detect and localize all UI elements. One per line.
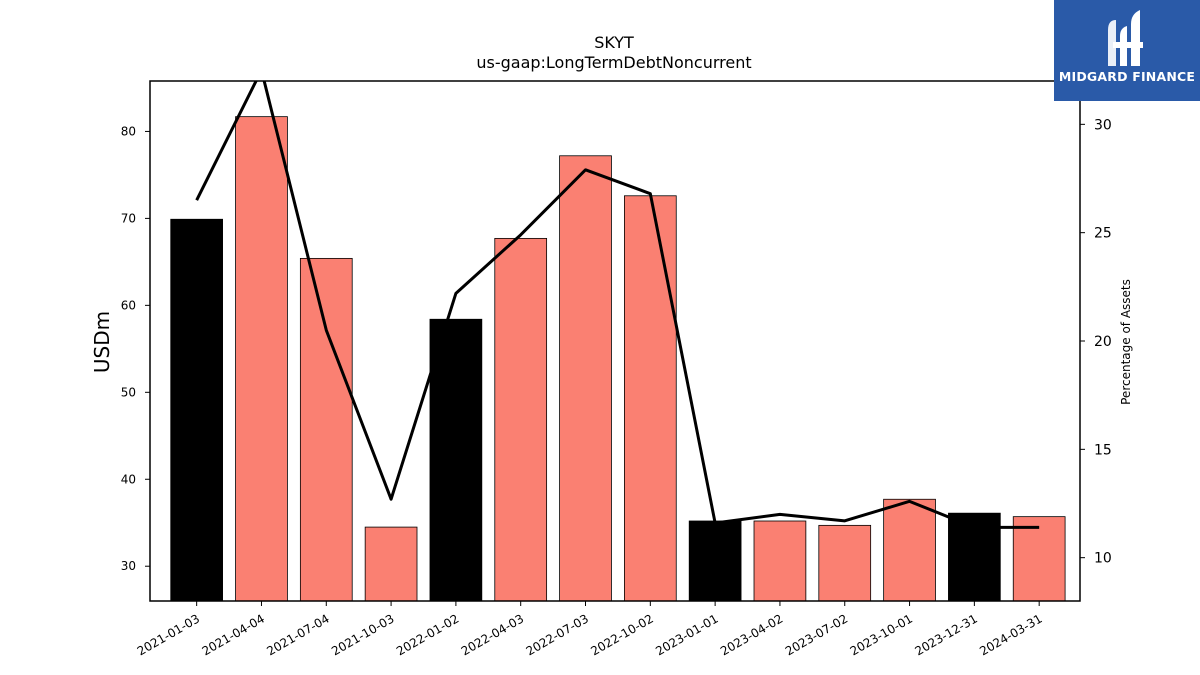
bar (235, 116, 288, 602)
bar (559, 155, 612, 602)
x-tick-label: 2022-01-02 (394, 611, 461, 658)
y-tick-label: 50 (121, 385, 136, 399)
x-tick-label: 2023-01-01 (653, 611, 720, 658)
bar (818, 524, 872, 602)
bar (494, 237, 548, 602)
y2-axis-label: Percentage of Assets (1119, 279, 1133, 405)
plot-frame (149, 80, 1081, 602)
bar (624, 195, 677, 602)
y-tick-label: 40 (121, 472, 136, 486)
x-tick-label: 2023-12-31 (912, 611, 979, 658)
x-tick-label: 2021-10-03 (329, 611, 396, 658)
y-axis-label: USDm (90, 311, 114, 373)
bar (688, 520, 742, 602)
y2-tick-label: 15 (1094, 442, 1112, 458)
bar (883, 498, 936, 602)
x-tick-label: 2023-10-01 (848, 611, 915, 658)
y2-tick-label: 30 (1094, 117, 1112, 133)
y-tick-label: 30 (121, 559, 136, 573)
bar (753, 520, 807, 602)
y-tick-label: 70 (121, 211, 136, 225)
x-tick-label: 2024-03-31 (977, 611, 1044, 658)
brand-logo: MIDGARD FINANCE (1054, 0, 1200, 101)
y2-tick-label: 10 (1094, 551, 1112, 567)
percent-line (195, 81, 1040, 529)
bar (299, 257, 353, 602)
bar (364, 526, 418, 602)
x-tick-label: 2021-07-04 (264, 611, 331, 658)
x-tick-label: 2022-10-02 (588, 611, 655, 658)
x-tick-label: 2023-04-02 (718, 611, 785, 658)
bar (429, 318, 483, 602)
logo-text: MIDGARD FINANCE (1058, 69, 1196, 84)
chart-title: SKYT (594, 33, 634, 52)
logo-mark-icon (1108, 10, 1143, 66)
y-tick-label: 80 (121, 124, 136, 138)
y2-tick-label: 20 (1094, 334, 1112, 350)
x-tick-label: 2021-04-04 (200, 611, 267, 658)
x-tick-label: 2021-01-03 (135, 611, 202, 658)
chart-subtitle: us-gaap:LongTermDebtNoncurrent (476, 53, 751, 72)
bar (1012, 516, 1066, 602)
y2-tick-label: 25 (1094, 226, 1112, 242)
bar (170, 218, 223, 602)
x-tick-label: 2022-07-03 (524, 611, 591, 658)
x-tick-label: 2023-07-02 (783, 611, 850, 658)
y-tick-label: 60 (121, 298, 136, 312)
x-tick-label: 2022-04-03 (459, 611, 526, 658)
